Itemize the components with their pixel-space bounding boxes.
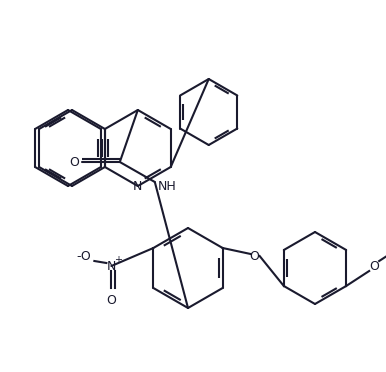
Text: N: N <box>107 260 116 273</box>
Text: O: O <box>369 260 379 273</box>
Text: -O: -O <box>76 250 91 263</box>
Text: NH: NH <box>157 180 176 192</box>
Text: +: + <box>114 255 122 265</box>
Text: O: O <box>107 294 116 307</box>
Text: N: N <box>133 180 142 192</box>
Text: O: O <box>69 157 79 170</box>
Text: O: O <box>250 250 259 263</box>
